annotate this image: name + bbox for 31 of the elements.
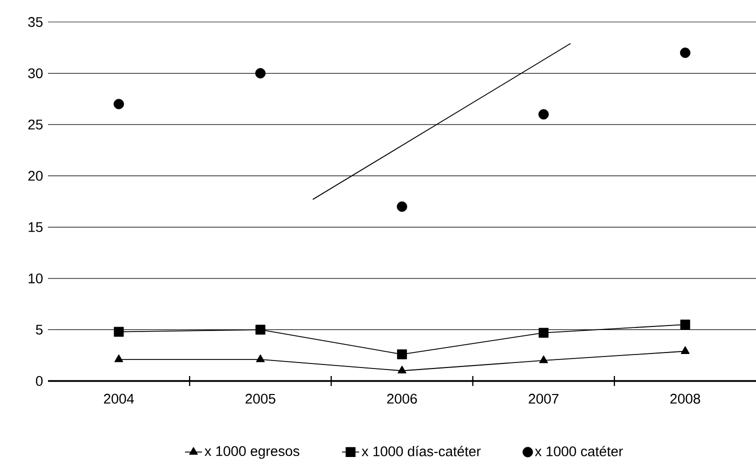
point — [680, 346, 690, 354]
legend-label: x 1000 egresos — [204, 446, 300, 459]
point — [255, 324, 266, 335]
y-tick-label: 20 — [28, 170, 43, 181]
point — [680, 48, 690, 58]
point — [539, 356, 548, 364]
point — [114, 354, 124, 362]
legend-label: x 1000 días-catéter — [362, 446, 481, 456]
point — [114, 326, 124, 337]
x-tick-label: 2005 — [246, 394, 276, 404]
point — [255, 68, 266, 78]
y-tick-label: 35 — [28, 17, 43, 27]
x-tick-label: 2004 — [104, 394, 134, 404]
x-tick-label: 2006 — [387, 394, 417, 404]
x-tick-label: 2008 — [670, 394, 700, 404]
legend-label: x 1000 catéter — [534, 446, 623, 456]
point — [538, 109, 549, 120]
y-tick-label: 0 — [36, 376, 43, 386]
point — [114, 98, 124, 110]
point — [256, 354, 265, 362]
point — [397, 349, 407, 360]
y-tick-label: 25 — [28, 120, 43, 130]
y-tick-label: 15 — [28, 222, 43, 232]
point — [396, 201, 408, 212]
point — [680, 320, 690, 330]
x-tick-label: 2007 — [528, 394, 558, 404]
point — [538, 328, 549, 338]
point — [398, 366, 406, 374]
y-tick-label: 5 — [36, 324, 43, 335]
y-tick-label: 10 — [28, 273, 43, 284]
y-tick-label: 30 — [28, 68, 43, 78]
